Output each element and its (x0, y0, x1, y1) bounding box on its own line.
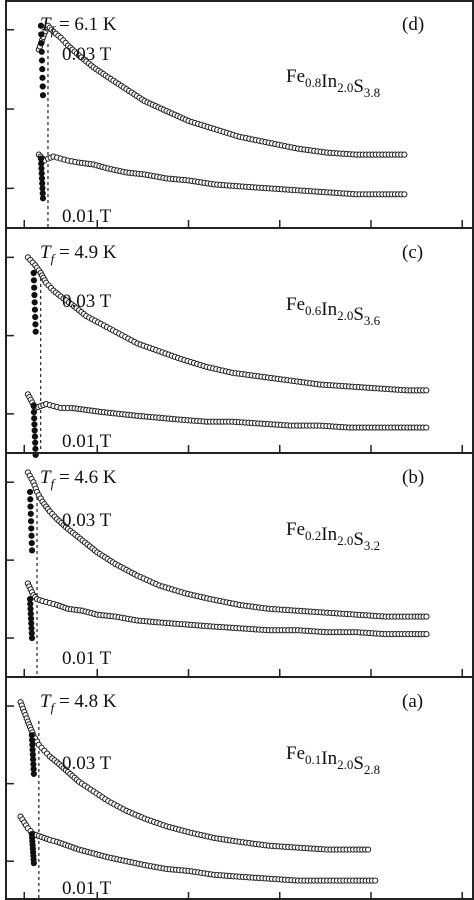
zfc-point (32, 439, 39, 446)
panel-letter: (d) (402, 14, 424, 35)
zfc-point (39, 180, 46, 187)
zfc-point (39, 74, 46, 81)
zfc-point (30, 860, 37, 867)
zfc-point (39, 83, 46, 90)
zfc-point (31, 306, 39, 313)
zfc-point (30, 770, 37, 778)
zfc-point (38, 160, 45, 167)
zfc-point (38, 48, 45, 55)
compound-formula: Fe0.8In2.0S3.8 (286, 66, 380, 100)
series-003T: 0.03 T (24, 469, 430, 620)
zfc-point (39, 92, 47, 99)
zfc-point (27, 510, 34, 517)
zfc-point (31, 433, 39, 440)
series-001T: 0.01 T (17, 813, 379, 899)
tf-label: Tf = 6.1 K (40, 14, 117, 38)
data-point (364, 846, 372, 853)
data-point (423, 424, 430, 431)
zfc-point (32, 321, 39, 328)
series-001T: 0.01 T (35, 151, 408, 227)
zfc-point (31, 299, 38, 306)
tf-label: Tf = 4.9 K (40, 242, 117, 266)
field-label: 0.01 T (62, 431, 112, 452)
zfc-point (32, 328, 39, 335)
zfc-point (28, 532, 35, 539)
zfc-point (38, 170, 45, 177)
field-label: 0.03 T (62, 753, 112, 774)
panel-letter: (c) (402, 242, 423, 263)
field-label: 0.03 T (62, 510, 112, 531)
zfc-point (30, 277, 38, 284)
zfc-point (38, 57, 46, 64)
panel-letter: (b) (402, 467, 424, 488)
field-label: 0.03 T (62, 291, 112, 312)
field-label: 0.03 T (62, 44, 112, 65)
data-point (423, 631, 430, 638)
panel-a: 0.03 T 0.01 T Tf = 4.8 K (a) Fe0.1In2.0S2.8 (6, 676, 474, 900)
zfc-point (39, 185, 46, 192)
zfc-point (28, 634, 36, 642)
zfc-point (26, 488, 34, 496)
zfc-point (27, 518, 35, 525)
zfc-point (32, 445, 39, 452)
zfc-point (38, 165, 45, 172)
zfc-point (28, 539, 35, 547)
series-001T: 0.01 T (24, 580, 430, 669)
field-label: 0.01 T (62, 878, 112, 899)
zfc-point (31, 415, 38, 422)
zfc-point (31, 421, 38, 428)
plot-frame (5, 0, 474, 900)
data-point (401, 151, 408, 158)
zfc-point (30, 409, 38, 416)
zfc-point (39, 190, 46, 197)
field-label: 0.01 T (62, 648, 112, 669)
zfc-point (37, 22, 45, 29)
tf-label: Tf = 4.6 K (40, 467, 117, 491)
data-point (423, 613, 430, 620)
series-003T: 0.03 T (24, 254, 430, 394)
zfc-point (28, 547, 36, 554)
panel-b: 0.03 T 0.01 T Tf = 4.6 K (b) Fe0.2In2.0S3.2 (6, 452, 474, 677)
zfc-point (39, 195, 47, 202)
zfc-point (30, 269, 37, 277)
zfc-point (39, 66, 46, 73)
tf-label: Tf = 4.8 K (40, 691, 117, 715)
zfc-point (28, 525, 35, 532)
compound-formula: Fe0.1In2.0S2.8 (286, 743, 380, 777)
zfc-point (27, 496, 34, 503)
panel-letter: (a) (402, 691, 423, 712)
zfc-point (27, 503, 34, 510)
series-001T: 0.01 T (24, 391, 430, 459)
zfc-point (38, 40, 45, 47)
zfc-point (38, 175, 46, 182)
compound-formula: Fe0.2In2.0S3.2 (286, 519, 380, 553)
panel-d: 0.03 T 0.01 T Tf = 6.1 K (d) Fe0.8In2.0S3.8 (6, 14, 463, 228)
zfc-point (38, 31, 45, 38)
zfc-point (31, 284, 38, 291)
series-003T: 0.03 T (17, 699, 372, 853)
panel-c: 0.03 T 0.01 T Tf = 4.9 K (c) Fe0.6In2.0S3.6 (6, 227, 474, 459)
compound-formula: Fe0.6In2.0S3.6 (286, 294, 381, 328)
series-003T: 0.03 T (35, 22, 408, 158)
zfc-point (37, 155, 45, 162)
zfc-point (30, 402, 37, 410)
field-label: 0.01 T (62, 206, 112, 227)
zfc-point (32, 313, 39, 321)
data-point (372, 877, 379, 884)
zfc-point (31, 291, 38, 299)
data-point (423, 387, 430, 394)
zfc-point (31, 427, 38, 434)
data-point (401, 191, 408, 198)
